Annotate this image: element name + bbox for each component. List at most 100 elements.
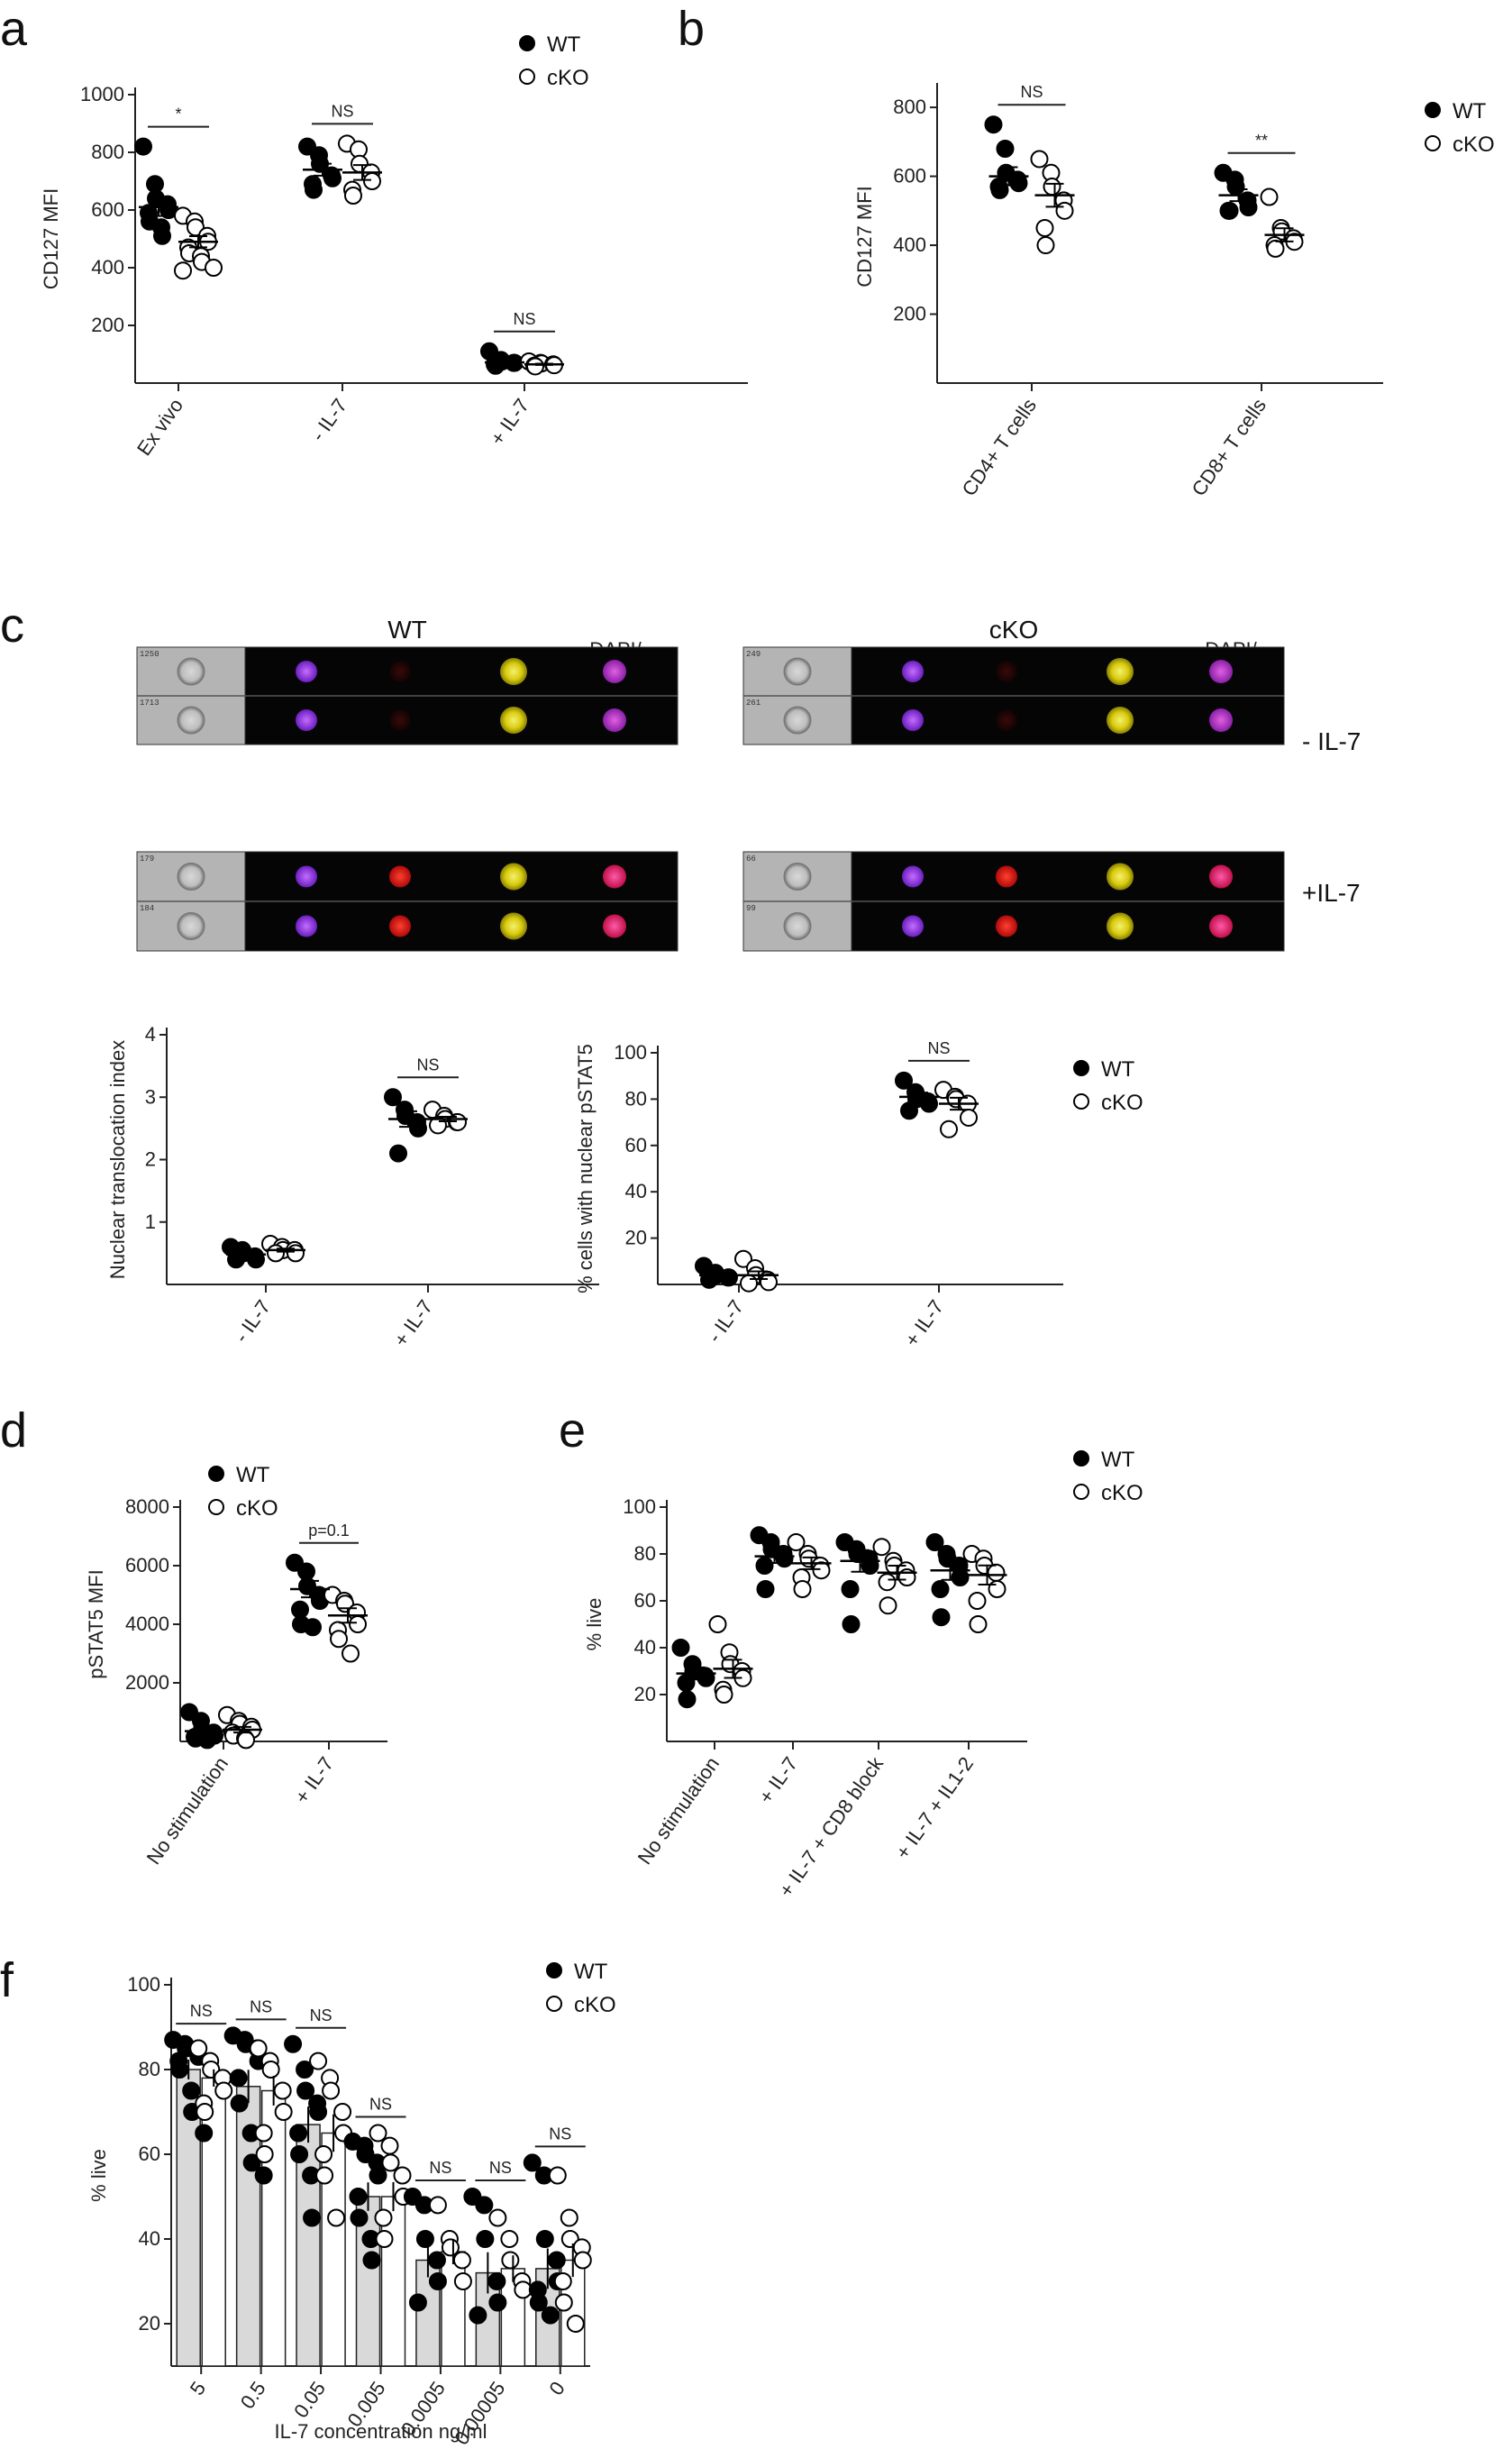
x-tick-label: + IL-7 xyxy=(486,395,533,450)
legend-wt-marker xyxy=(1425,102,1441,118)
cd8-cell xyxy=(500,658,527,685)
chart-e: 20 40 60 80 100 % live No stimulation + IL-7 + I… xyxy=(583,1448,1143,1901)
x-tick-label: - IL-7 xyxy=(306,395,351,445)
significance-label: NS xyxy=(331,102,353,120)
pstat5-cell xyxy=(389,709,411,731)
data-point-cko xyxy=(441,2238,460,2257)
data-point-wt xyxy=(756,1580,775,1598)
panel-letter-d: d xyxy=(0,1403,27,1458)
data-point-wt xyxy=(296,2081,315,2100)
data-point-wt xyxy=(389,1144,407,1163)
y-axis-label: CD127 MFI xyxy=(853,186,876,287)
x-tick-label: CD8+ T cells xyxy=(1187,395,1271,500)
cell-id-label: 249 xyxy=(746,650,761,659)
row-label-minus-il7: - IL-7 xyxy=(1302,727,1361,755)
data-point-wt xyxy=(1220,201,1239,220)
row-label-plus-il7: +IL-7 xyxy=(1302,879,1361,907)
data-point-cko xyxy=(1030,150,1049,169)
merge-cell xyxy=(603,708,626,732)
cd8-cell xyxy=(500,707,527,734)
data-point-cko xyxy=(526,357,544,376)
data-point-cko xyxy=(363,172,381,190)
data-point-wt xyxy=(932,1608,951,1627)
data-point-wt xyxy=(529,2293,548,2312)
x-tick-label: 0.05 xyxy=(289,2378,330,2422)
data-point-wt xyxy=(323,169,342,187)
pstat5-cell xyxy=(389,915,411,937)
legend-cko-marker xyxy=(208,1499,224,1515)
data-point-cko xyxy=(314,2145,333,2163)
merge-cell xyxy=(1209,864,1233,889)
data-point-wt xyxy=(134,137,152,156)
y-tick-label: 40 xyxy=(625,1180,647,1202)
dapi-cell xyxy=(902,865,924,888)
pstat5-cell xyxy=(996,709,1017,731)
brightfield-cell xyxy=(783,706,812,735)
y-tick-label: 1000 xyxy=(80,83,124,105)
cd8-cell xyxy=(1107,912,1134,940)
data-point-cko xyxy=(968,1592,987,1610)
cell-id-label: 261 xyxy=(746,699,761,708)
data-point-cko xyxy=(812,1561,831,1580)
image-strip: 66 99 xyxy=(742,851,1285,952)
data-point-cko xyxy=(488,2208,507,2227)
cd8-cell xyxy=(500,912,527,940)
data-point-cko xyxy=(715,1686,733,1704)
y-tick-label: 40 xyxy=(139,2227,160,2250)
panel-letter-c: c xyxy=(0,599,24,653)
data-point-wt xyxy=(469,2306,487,2325)
dapi-cell xyxy=(296,865,317,888)
data-point-wt xyxy=(541,2306,560,2325)
data-point-wt xyxy=(488,2293,507,2312)
brightfield-cell xyxy=(783,657,812,686)
data-point-wt xyxy=(535,2230,554,2248)
x-tick-label: No stimulation xyxy=(633,1753,724,1869)
y-tick-label: 400 xyxy=(91,256,124,279)
dapi-cell xyxy=(296,915,317,937)
data-point-cko xyxy=(553,2272,572,2290)
data-point-wt xyxy=(170,2061,189,2079)
bar-cko xyxy=(441,2251,466,2367)
data-point-wt xyxy=(678,1690,697,1709)
y-tick-label: 80 xyxy=(634,1542,656,1565)
data-point-cko xyxy=(369,2124,387,2143)
dapi-cell xyxy=(296,709,317,731)
imaging-group-title: cKO xyxy=(989,616,1038,644)
data-point-wt xyxy=(547,2251,566,2270)
data-point-cko xyxy=(940,1119,958,1138)
significance-label: NS xyxy=(310,2006,332,2024)
data-point-cko xyxy=(309,2051,328,2070)
data-point-wt xyxy=(487,2272,506,2290)
y-tick-label: 200 xyxy=(91,314,124,336)
legend-wt-marker xyxy=(1073,1450,1089,1467)
panel-letter-e: e xyxy=(559,1403,586,1458)
pstat5-cell xyxy=(389,865,411,888)
data-point-cko xyxy=(374,2208,393,2227)
bar-cko xyxy=(201,2077,226,2367)
data-point-cko xyxy=(375,2230,394,2248)
data-point-wt xyxy=(182,2081,201,2100)
data-point-wt xyxy=(289,2124,308,2143)
data-point-wt xyxy=(920,1094,938,1113)
legend-wt-label: WT xyxy=(1101,1448,1135,1472)
significance-label: * xyxy=(175,105,181,123)
data-point-wt xyxy=(309,2103,328,2121)
y-tick-label: 2000 xyxy=(125,1671,169,1694)
cell-id-label: 1250 xyxy=(140,650,159,659)
legend-cko-label: cKO xyxy=(547,66,589,90)
data-point-cko xyxy=(969,1615,988,1633)
data-point-cko xyxy=(514,2280,533,2299)
data-point-wt xyxy=(384,1088,402,1107)
data-point-cko xyxy=(330,1630,348,1649)
y-axis-label: % live xyxy=(583,1598,606,1651)
y-axis-label: pSTAT5 MFI xyxy=(85,1569,107,1678)
significance-label: NS xyxy=(927,1039,950,1057)
legend-cko-label: cKO xyxy=(236,1496,278,1521)
data-point-cko xyxy=(1055,201,1074,220)
x-tick-label: - IL-7 xyxy=(230,1296,275,1347)
data-point-cko xyxy=(349,1615,367,1633)
data-point-cko xyxy=(1035,218,1054,237)
data-point-cko xyxy=(261,2061,280,2079)
data-point-cko xyxy=(1260,187,1279,206)
data-point-wt xyxy=(1239,198,1258,216)
